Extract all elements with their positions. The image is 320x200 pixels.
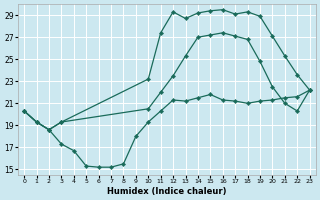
X-axis label: Humidex (Indice chaleur): Humidex (Indice chaleur)	[107, 187, 227, 196]
